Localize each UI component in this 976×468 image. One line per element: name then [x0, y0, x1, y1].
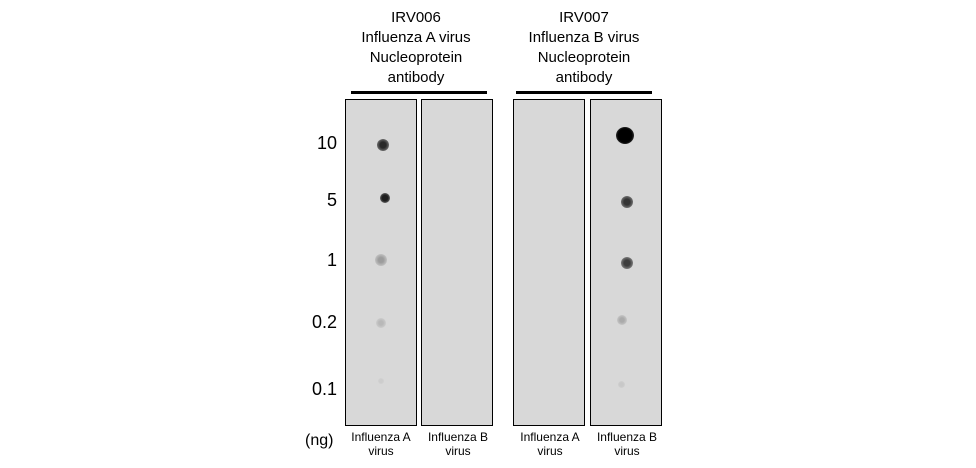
- lane-label-3-line2: virus: [537, 444, 563, 458]
- dot-1ng: [621, 257, 633, 269]
- dot-0-1ng: [378, 378, 384, 384]
- y-label-10: 10: [316, 133, 337, 153]
- lane-label-3-line1: Influenza A: [520, 430, 580, 444]
- y-label-1: 1: [326, 250, 337, 270]
- dot-10ng: [616, 127, 634, 144]
- dot-1ng: [375, 254, 387, 266]
- lane-label-3: Influenza A virus: [500, 430, 600, 458]
- blot-strip-irv007-flu-a: [513, 99, 585, 426]
- lane-label-4-line2: virus: [614, 444, 640, 458]
- lane-label-1-line2: virus: [368, 444, 394, 458]
- header-irv006-line3: Nucleoprotein: [369, 49, 463, 66]
- lane-label-1-line1: Influenza A: [351, 430, 411, 444]
- y-label-0-1: 0.1: [311, 379, 337, 399]
- header-irv007-rule: [516, 91, 652, 94]
- lane-label-2-line1: Influenza B: [427, 430, 489, 444]
- header-irv007-line3: Nucleoprotein: [537, 49, 631, 66]
- header-irv007-line1: IRV007: [559, 9, 609, 26]
- lane-label-2-line2: virus: [445, 444, 471, 458]
- lane-label-4: Influenza B virus: [577, 430, 677, 458]
- header-irv006-rule: [351, 91, 487, 94]
- header-irv006-line1: IRV006: [391, 9, 441, 26]
- blot-strip-irv006-flu-b: [421, 99, 493, 426]
- dot-10ng: [377, 139, 389, 151]
- lane-label-1: Influenza A virus: [331, 430, 431, 458]
- header-irv007: IRV007 Influenza B virus Nucleoprotein a…: [514, 8, 654, 88]
- blot-strip-irv006-flu-a: [345, 99, 417, 426]
- y-label-5: 5: [326, 190, 337, 210]
- blot-strip-irv007-flu-b: [590, 99, 662, 426]
- dot-5ng: [380, 193, 390, 203]
- header-irv006-line4: antibody: [387, 69, 445, 86]
- y-label-0-2: 0.2: [311, 312, 337, 332]
- header-irv006-line2: Influenza A virus: [361, 29, 471, 46]
- dot-5ng: [621, 196, 633, 208]
- dot-0-2ng: [617, 315, 627, 325]
- header-irv007-line2: Influenza B virus: [528, 29, 640, 46]
- header-irv007-line4: antibody: [555, 69, 613, 86]
- dot-0-1ng: [618, 381, 625, 388]
- lane-label-4-line1: Influenza B: [596, 430, 658, 444]
- header-irv006: IRV006 Influenza A virus Nucleoprotein a…: [346, 8, 486, 88]
- dot-0-2ng: [376, 318, 386, 328]
- unit-label: (ng): [305, 432, 334, 449]
- lane-label-2: Influenza B virus: [408, 430, 508, 458]
